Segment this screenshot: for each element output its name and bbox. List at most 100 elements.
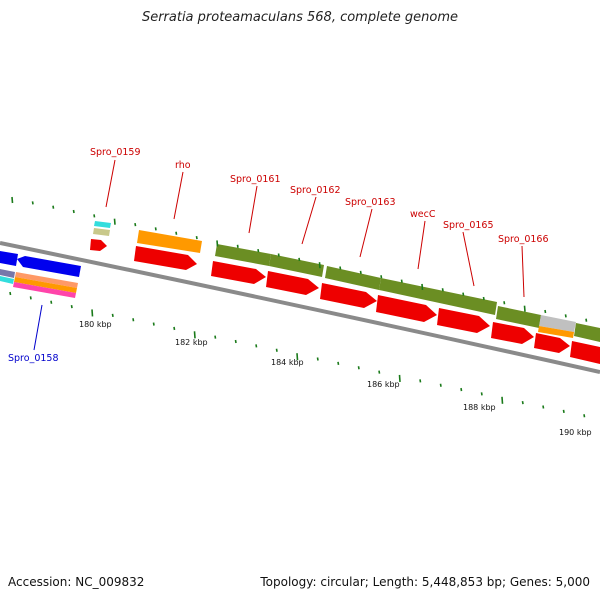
forward-cog-track (93, 221, 600, 342)
cog-feature (13, 282, 76, 298)
genome-summary-text: Topology: circular; Length: 5,448,853 bp… (260, 575, 590, 589)
tick-mark (357, 366, 360, 370)
tick-mark (480, 392, 483, 396)
cog-feature (539, 315, 576, 332)
forward-cds-track (90, 239, 600, 364)
cds-arrow (534, 333, 570, 353)
tick-mark (380, 275, 383, 279)
tick-mark (460, 387, 463, 392)
cog-feature (0, 269, 15, 278)
cog-feature (538, 326, 574, 338)
gene-label: Spro_0161 (230, 174, 281, 185)
cds-arrow (134, 246, 197, 270)
cog-feature (325, 266, 381, 290)
tick-mark (316, 357, 319, 361)
tick-mark (277, 253, 280, 257)
cog-feature (93, 228, 110, 236)
tick-mark (70, 304, 73, 309)
tick-mark (585, 318, 588, 322)
tick-mark (11, 196, 14, 204)
gene-label: Spro_0158 (8, 353, 59, 364)
tick-mark (154, 227, 157, 231)
cog-feature (379, 278, 497, 315)
cds-arrow (437, 308, 490, 333)
tick-mark (501, 396, 504, 404)
tick-mark (482, 296, 485, 301)
gene-leader-line (359, 208, 373, 258)
tick-mark (193, 331, 196, 339)
cds-arrow (320, 283, 377, 308)
gene-leader-line (248, 185, 258, 234)
gene-label: Spro_0165 (443, 220, 494, 231)
tick-mark (9, 291, 12, 296)
cog-feature (574, 323, 600, 342)
gene-leader-line (301, 196, 317, 245)
cds-arrow (570, 341, 600, 364)
outer-tick-ring (11, 196, 588, 322)
tick-mark (113, 218, 116, 225)
tick-mark (542, 405, 545, 409)
cds-arrow (491, 322, 534, 344)
cds-arrow (90, 239, 107, 251)
tick-mark (31, 201, 34, 205)
map-title: Serratia proteamaculans 568, complete ge… (141, 10, 459, 25)
tick-mark (583, 414, 586, 418)
gene-leader-line (105, 159, 116, 208)
tick-mark (359, 270, 362, 275)
tick-mark (132, 318, 135, 322)
tick-mark (195, 235, 198, 240)
gene-label: Spro_0166 (498, 234, 549, 245)
cog-feature (15, 272, 78, 288)
gene-leader-line (462, 231, 475, 287)
tick-mark (152, 322, 155, 326)
genome-backbone (0, 241, 600, 374)
tick-mark (134, 222, 137, 227)
tick-mark (236, 244, 239, 248)
tick-mark (52, 205, 55, 209)
tick-mark (544, 309, 547, 314)
tick-mark (275, 348, 278, 352)
tick-mark (378, 370, 381, 374)
gene-leader-line (417, 220, 426, 270)
kbp-label: 184 kbp (271, 358, 304, 367)
kbp-ruler: 180 kbp 182 kbp 184 kbp 186 kbp 188 kbp 190 k… (79, 320, 592, 437)
cog-feature (269, 254, 324, 277)
kbp-label: 180 kbp (79, 320, 112, 329)
cds-arrow (266, 271, 319, 295)
cds-arrow (17, 256, 81, 277)
tick-mark (441, 288, 444, 292)
kbp-label: 186 kbp (367, 380, 400, 389)
tick-mark (421, 283, 424, 290)
accession-text: Accession: NC_009832 (8, 575, 145, 589)
tick-mark (214, 335, 217, 339)
tick-mark (111, 313, 114, 317)
tick-mark (439, 383, 442, 387)
tick-mark (564, 314, 567, 318)
kbp-label: 188 kbp (463, 403, 496, 412)
cds-arrow (0, 251, 18, 266)
tick-mark (562, 409, 565, 414)
tick-mark (257, 249, 260, 253)
tick-mark (503, 301, 506, 305)
tick-mark (29, 296, 32, 300)
gene-label: Spro_0159 (90, 147, 141, 158)
gene-label: Spro_0163 (345, 197, 396, 208)
gene-label: rho (175, 160, 191, 171)
tick-mark (50, 300, 53, 304)
tick-mark (91, 309, 94, 317)
cog-feature (137, 230, 202, 253)
tick-mark (339, 266, 342, 270)
tick-mark (298, 257, 301, 261)
cds-arrow (211, 261, 266, 284)
inner-tick-ring (9, 291, 586, 418)
tick-mark (318, 262, 321, 269)
gene-label: wecC (410, 209, 436, 220)
gene-leader-line (173, 171, 184, 220)
tick-mark (216, 240, 219, 247)
tick-mark (296, 353, 299, 361)
tick-mark (462, 292, 465, 296)
tick-mark (72, 209, 75, 214)
kbp-label: 182 kbp (175, 338, 208, 347)
